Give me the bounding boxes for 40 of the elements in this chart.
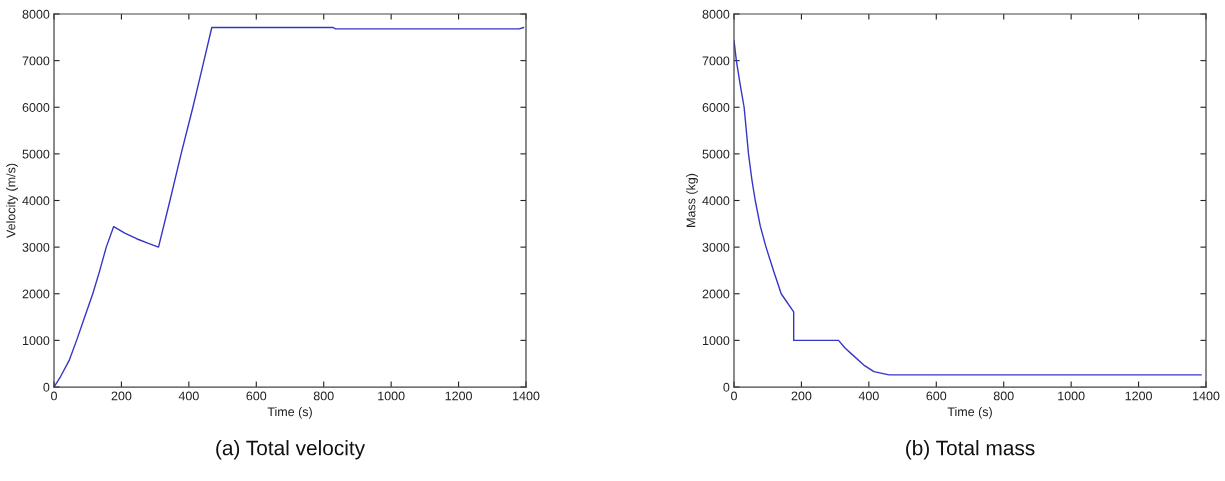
x-tick-label: 1200 [445, 391, 472, 401]
y-tick-label: 5000 [702, 149, 730, 159]
y-tick-label: 6000 [22, 103, 50, 112]
x-tick-label: 0 [731, 391, 737, 401]
y-tick-label: 1000 [702, 336, 730, 346]
y-tick-label: 2000 [22, 289, 50, 299]
x-tick-label: 800 [993, 391, 1014, 401]
y-tick-label: 8000 [22, 9, 50, 19]
x-axis-title: Time (s) [947, 406, 992, 419]
x-tick-label: 200 [791, 391, 812, 401]
y-tick-label: 3000 [702, 242, 730, 252]
y-tick-label: 7000 [22, 56, 50, 66]
y-tick-label: 0 [43, 382, 50, 392]
x-axis-title: Time (s) [267, 406, 312, 419]
y-tick-label: 3000 [22, 242, 50, 252]
y-tick-label: 7000 [702, 56, 730, 66]
x-tick-label: 1200 [1125, 391, 1152, 401]
x-tick-label: 1400 [513, 391, 540, 401]
x-tick-label: 600 [246, 391, 267, 401]
x-tick-label: 600 [926, 391, 947, 401]
x-tick-label: 1000 [378, 391, 405, 401]
y-tick-label: 1000 [22, 336, 50, 346]
x-tick-label: 200 [111, 391, 132, 401]
y-tick-label: 2000 [702, 289, 730, 299]
y-tick-label: 0 [723, 382, 730, 392]
text: (b) Total mass [906, 440, 1035, 460]
x-tick-label: 0 [51, 391, 57, 401]
x-tick-label: 400 [858, 391, 879, 401]
y-tick-label: 8000 [702, 9, 730, 19]
x-tick-label: 1000 [1058, 391, 1085, 401]
y-axis-title: Mass (kg) [686, 173, 698, 227]
y-tick-label: 5000 [22, 149, 50, 159]
y-axis-title: Velocity (m/s) [6, 163, 18, 238]
x-tick-label: 1400 [1193, 391, 1220, 401]
text: (a) Total velocity [216, 440, 366, 460]
y-tick-label: 6000 [702, 103, 730, 112]
y-tick-label: 4000 [22, 196, 50, 206]
x-tick-label: 400 [178, 391, 199, 401]
x-tick-label: 800 [313, 391, 334, 401]
y-tick-label: 4000 [702, 196, 730, 206]
